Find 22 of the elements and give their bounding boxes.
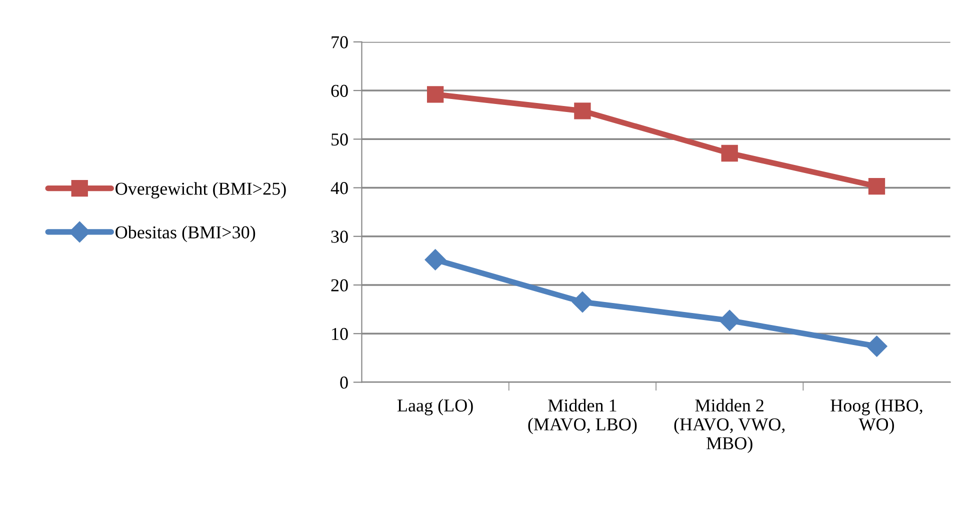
point bbox=[868, 178, 886, 195]
point bbox=[719, 310, 740, 331]
point bbox=[426, 86, 444, 103]
x-tick-label: Midden 2 (HAVO, VWO, MBO) bbox=[674, 398, 785, 454]
y-tick-label: 10 bbox=[332, 328, 348, 340]
legend-label: Overgewicht (BMI>25) bbox=[116, 182, 286, 199]
x-tick-label: Hoog (HBO, WO) bbox=[830, 398, 922, 434]
legend-label: Obesitas (BMI>30) bbox=[116, 226, 256, 242]
y-tick-label: 40 bbox=[330, 182, 348, 194]
point bbox=[721, 144, 738, 162]
y-tick-label: 0 bbox=[340, 376, 348, 389]
point bbox=[424, 249, 446, 270]
x-tick-label: Midden 1 (MAVO, LBO) bbox=[528, 398, 637, 434]
y-tick-label: 50 bbox=[332, 133, 348, 146]
y-tick-label: 60 bbox=[331, 84, 348, 97]
point bbox=[866, 336, 888, 357]
point bbox=[572, 291, 593, 313]
y-tick-label: 70 bbox=[332, 36, 348, 48]
y-tick-label: 20 bbox=[331, 279, 348, 292]
x-tick-label: Laag (LO) bbox=[397, 398, 473, 416]
y-tick-label: 30 bbox=[331, 230, 348, 243]
point bbox=[574, 102, 591, 120]
